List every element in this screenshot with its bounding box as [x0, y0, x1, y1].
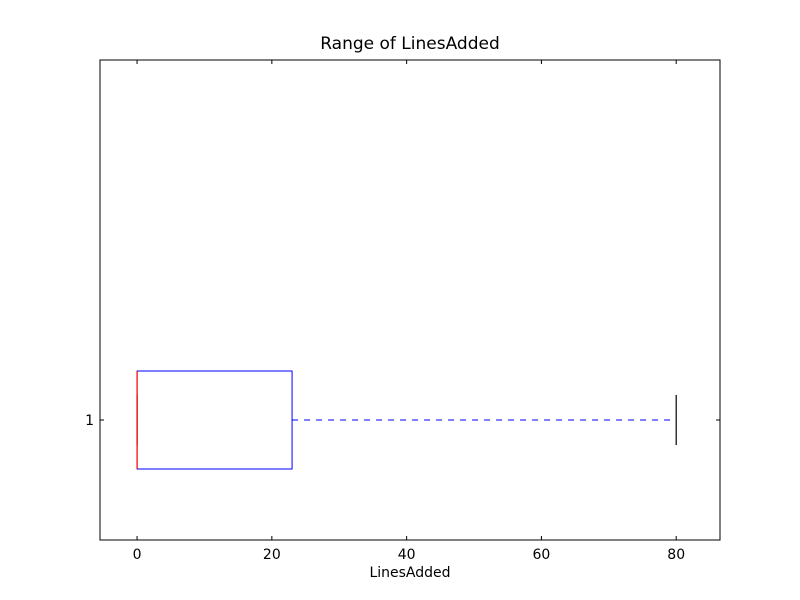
x-tick-label: 0 — [133, 547, 142, 563]
y-axis: 1 — [85, 413, 720, 429]
chart-title: Range of LinesAdded — [320, 34, 500, 54]
x-axis-label: LinesAdded — [369, 565, 450, 581]
x-axis: 0 20 40 60 80 — [133, 60, 685, 563]
y-tick-label: 1 — [85, 413, 94, 429]
x-tick-label: 80 — [667, 547, 685, 563]
box-plot-marks — [136, 370, 677, 470]
x-tick-label: 40 — [398, 547, 416, 563]
plot-area — [99, 59, 721, 541]
x-tick-label: 20 — [263, 547, 281, 563]
x-tick-label: 60 — [532, 547, 550, 563]
